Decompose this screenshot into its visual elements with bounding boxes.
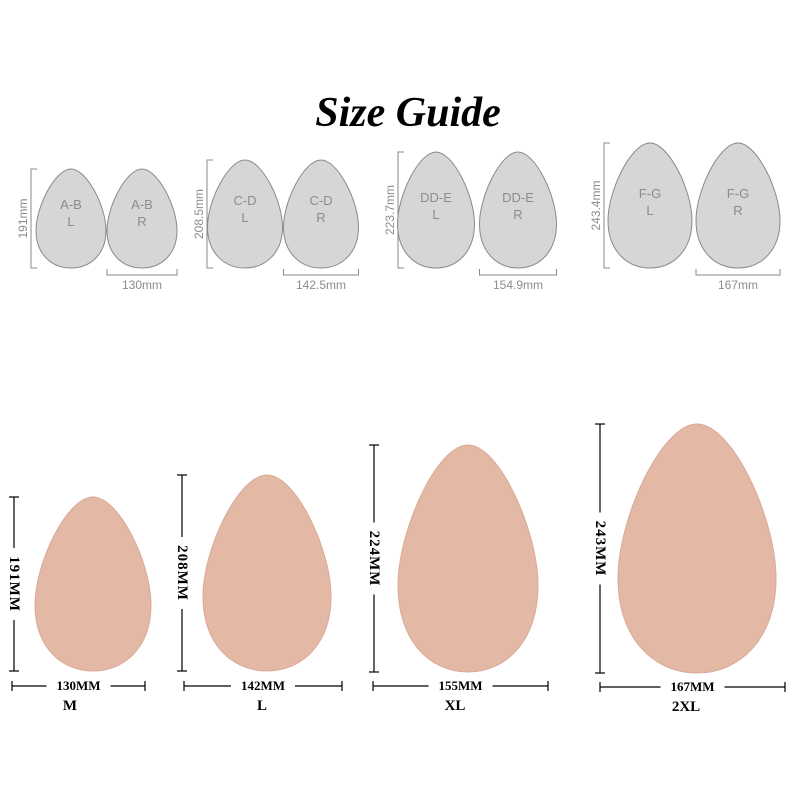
label-backdrop bbox=[231, 678, 295, 692]
adhesive-pad-shape bbox=[617, 423, 777, 674]
cup-side-label: R bbox=[513, 207, 522, 222]
width-bracket bbox=[283, 269, 359, 276]
width-bracket bbox=[106, 269, 178, 276]
label-backdrop bbox=[5, 548, 19, 620]
size-name: M bbox=[63, 698, 77, 714]
cup-size-label: F-G bbox=[639, 186, 661, 201]
adhesive-pad-shape bbox=[397, 444, 539, 673]
width-bracket bbox=[695, 269, 781, 276]
cup-side-label: L bbox=[67, 214, 74, 229]
width-label: 155MM bbox=[438, 678, 482, 693]
right-cup-shape bbox=[282, 159, 360, 269]
height-label: 191mm bbox=[16, 198, 30, 238]
width-label: 130MM bbox=[56, 678, 100, 693]
cup-size-label: A-B bbox=[60, 197, 82, 212]
height-bracket bbox=[30, 168, 37, 269]
right-cup-shape bbox=[106, 168, 178, 269]
adhesive-pad-shape bbox=[202, 474, 332, 672]
width-label: 167MM bbox=[670, 679, 714, 694]
left-cup-shape bbox=[206, 159, 284, 269]
width-label: 154.9mm bbox=[493, 278, 543, 292]
size-name: 2XL bbox=[672, 699, 700, 715]
gray-size-group: 243.4mm F-G L F-G R 167mm bbox=[589, 142, 781, 292]
height-bracket bbox=[206, 159, 213, 269]
height-bracket bbox=[603, 142, 610, 269]
cup-side-label: L bbox=[241, 210, 248, 225]
right-cup-shape bbox=[695, 142, 781, 269]
width-label: 142.5mm bbox=[296, 278, 346, 292]
cup-size-label: A-B bbox=[131, 197, 153, 212]
height-label: 208.5mm bbox=[192, 189, 206, 239]
label-backdrop bbox=[428, 678, 493, 692]
pad-size-group: 208MM 142MM L bbox=[173, 474, 343, 714]
width-bracket bbox=[479, 269, 557, 276]
cup-side-label: L bbox=[646, 203, 653, 218]
pad-size-chart: 191MM 130MM M 208MM 142MM L 224MM 155MM XL 243MM 1… bbox=[5, 423, 786, 715]
cup-size-label: C-D bbox=[233, 193, 256, 208]
height-bracket bbox=[397, 151, 404, 269]
height-label: 224MM bbox=[366, 531, 382, 587]
label-backdrop bbox=[173, 537, 187, 609]
height-label: 223.7mm bbox=[383, 185, 397, 235]
label-backdrop bbox=[46, 678, 111, 692]
label-backdrop bbox=[365, 522, 379, 595]
gray-size-group: 223.7mm DD-E L DD-E R 154.9mm bbox=[383, 151, 558, 292]
height-label: 208MM bbox=[174, 545, 190, 601]
page-title: Size Guide bbox=[315, 90, 501, 136]
label-backdrop bbox=[591, 512, 605, 585]
left-cup-shape bbox=[607, 142, 693, 269]
cup-size-label: DD-E bbox=[502, 190, 534, 205]
left-cup-shape bbox=[396, 151, 476, 269]
cup-side-label: R bbox=[733, 203, 742, 218]
cup-size-label: DD-E bbox=[420, 190, 452, 205]
height-label: 191MM bbox=[6, 556, 22, 612]
gray-size-chart: 191mm A-B L A-B R 130mm 208.5mm C-D L C-D R 142.5mm… bbox=[16, 142, 781, 292]
gray-size-group: 208.5mm C-D L C-D R 142.5mm bbox=[192, 159, 360, 292]
cup-side-label: R bbox=[137, 214, 146, 229]
right-cup-shape bbox=[478, 151, 558, 269]
width-label: 130mm bbox=[122, 278, 162, 292]
pad-size-group: 224MM 155MM XL bbox=[365, 444, 549, 714]
adhesive-pad-shape bbox=[34, 496, 152, 672]
gray-size-group: 191mm A-B L A-B R 130mm bbox=[16, 168, 178, 292]
width-label: 167mm bbox=[718, 278, 758, 292]
height-label: 243MM bbox=[592, 521, 608, 577]
left-cup-shape bbox=[35, 168, 107, 269]
height-label: 243.4mm bbox=[589, 180, 603, 230]
cup-side-label: R bbox=[316, 210, 325, 225]
size-name: L bbox=[257, 698, 267, 714]
label-backdrop bbox=[660, 679, 725, 693]
cup-size-label: C-D bbox=[309, 193, 332, 208]
cup-side-label: L bbox=[432, 207, 439, 222]
pad-size-group: 243MM 167MM 2XL bbox=[591, 423, 786, 715]
size-name: XL bbox=[445, 698, 466, 714]
width-label: 142MM bbox=[241, 678, 285, 693]
pad-size-group: 191MM 130MM M bbox=[5, 496, 152, 714]
cup-size-label: F-G bbox=[727, 186, 749, 201]
